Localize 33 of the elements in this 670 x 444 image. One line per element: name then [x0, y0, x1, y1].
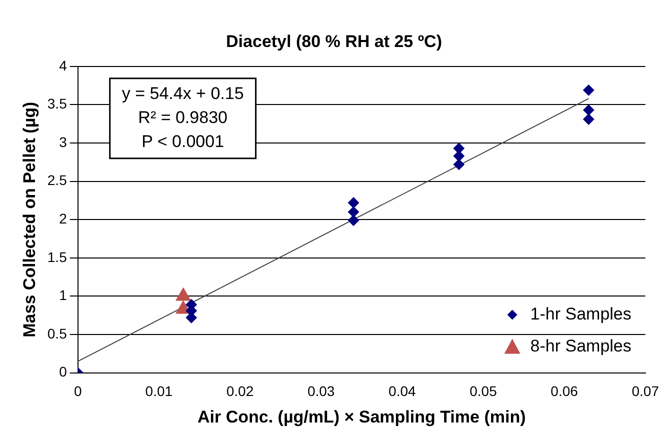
y-tick-label: 1 [59, 287, 68, 304]
y-tick-label: 1.5 [47, 248, 68, 265]
legend-label: 8-hr Samples [530, 336, 632, 356]
x-tick-label: 0.07 [632, 383, 660, 400]
x-tick-label: 0.05 [470, 383, 498, 400]
x-tick-label: 0.04 [388, 383, 416, 400]
point [583, 84, 594, 96]
y-tick-label: 0 [59, 364, 68, 380]
annotation: P < 0.0001 [142, 132, 224, 152]
x-tick-label: 0 [74, 383, 82, 400]
point [348, 214, 360, 226]
x-axis-title: Air Conc. (µg/mL) × Sampling Time (min) [197, 407, 526, 426]
point [583, 104, 594, 116]
legend-label: 1-hr Samples [530, 304, 632, 324]
x-tick-label: 0.03 [307, 383, 335, 400]
point [453, 158, 464, 170]
point [453, 150, 464, 162]
y-tick-label: 4 [59, 57, 68, 74]
point [583, 114, 594, 125]
y-tick-label: 0.5 [47, 325, 68, 342]
y-tick-label: 2.5 [47, 172, 68, 188]
x-tick-label: 0.01 [145, 383, 173, 400]
y-tick-label: 3 [59, 134, 68, 150]
y-tick-label: 2 [59, 210, 68, 226]
y-axis-title: Mass Collected on Pellet (µg) [20, 102, 39, 338]
chart-title: Diacetyl (80 % RH at 25 ºC) [226, 32, 442, 51]
x-tick-label: 0.06 [550, 383, 578, 400]
annotation: R² = 0.9830 [138, 108, 228, 128]
x-tick-label: 0.02 [226, 383, 254, 400]
y-tick-label: 3.5 [47, 96, 68, 112]
annotation: y = 54.4x + 0.15 [122, 84, 244, 104]
point [348, 206, 360, 218]
point [348, 197, 360, 208]
